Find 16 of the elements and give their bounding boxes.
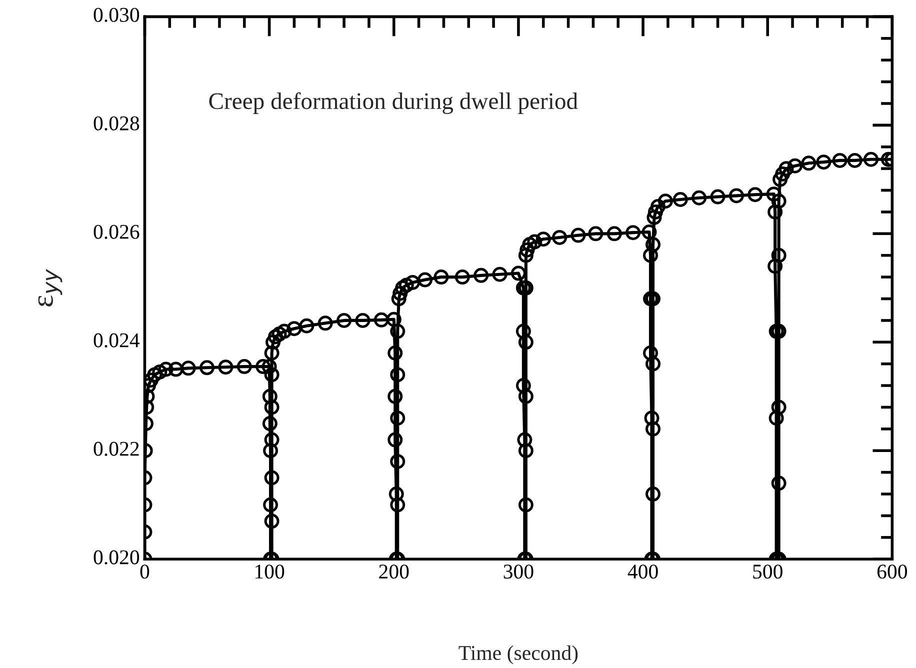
y-tick-label: 0.024 — [94, 333, 140, 348]
y-tick-label: 0.020 — [94, 550, 140, 564]
x-tick-label: 300 — [504, 564, 534, 579]
y-tick-label: 0.030 — [94, 8, 140, 22]
x-axis-title: Time (second) — [458, 645, 578, 664]
x-tick-label: 500 — [753, 564, 782, 579]
y-tick-label: 0.022 — [94, 442, 139, 456]
x-tick-label: 0 — [140, 564, 150, 579]
y-axis-title: ε$_{yy}$ — [38, 268, 62, 306]
y-tick-label: 0.028 — [94, 116, 140, 130]
x-tick-label: 600 — [877, 564, 908, 579]
y-tick-label: 0.026 — [94, 224, 140, 239]
annotation: Creep deformation during dwell period — [209, 92, 578, 114]
x-tick-label: 100 — [256, 564, 284, 579]
x-tick-label: 400 — [628, 564, 658, 579]
x-tick-label: 200 — [379, 564, 409, 579]
